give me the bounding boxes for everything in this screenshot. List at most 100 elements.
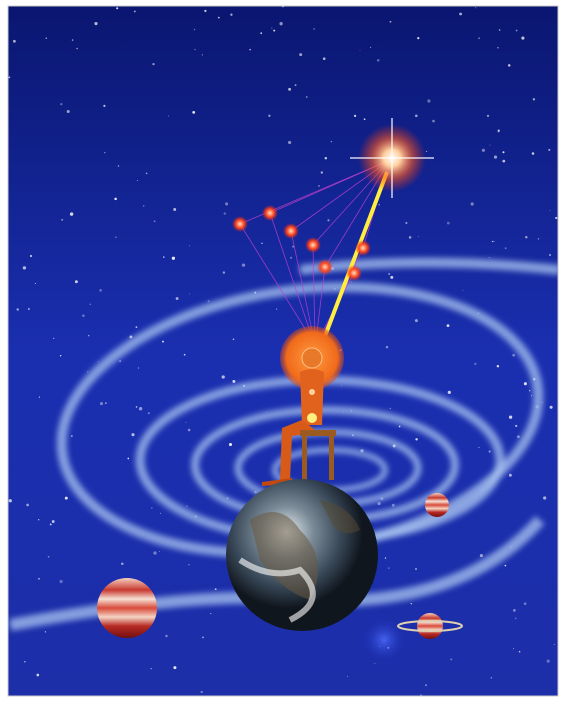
star	[299, 53, 303, 57]
star	[288, 140, 292, 145]
frame-border	[7, 5, 559, 697]
star	[432, 119, 435, 123]
continent	[250, 512, 318, 600]
star	[38, 519, 40, 521]
star	[532, 98, 536, 101]
star	[417, 36, 420, 40]
star	[514, 617, 517, 620]
continent	[320, 500, 360, 534]
star	[398, 425, 401, 428]
star	[187, 428, 191, 432]
star	[320, 171, 323, 174]
star	[517, 435, 520, 439]
star	[546, 659, 550, 663]
star	[446, 324, 450, 327]
star	[175, 297, 179, 300]
saturn-ring	[397, 620, 463, 632]
star	[241, 263, 246, 267]
orb	[355, 240, 371, 256]
star	[273, 29, 276, 32]
star	[173, 208, 177, 211]
star	[475, 7, 477, 9]
star	[87, 334, 90, 337]
star	[147, 412, 150, 415]
star	[268, 114, 271, 117]
star	[549, 210, 551, 211]
star	[470, 202, 474, 206]
star	[183, 353, 186, 356]
star	[74, 280, 78, 284]
star	[142, 205, 145, 207]
star	[378, 204, 380, 206]
star	[548, 148, 551, 151]
star	[230, 13, 233, 16]
star	[512, 648, 514, 650]
star	[71, 39, 74, 41]
star	[427, 99, 431, 103]
star	[523, 602, 527, 606]
star	[318, 184, 320, 187]
star	[59, 579, 63, 584]
star	[60, 102, 63, 106]
star	[523, 382, 527, 386]
star	[194, 48, 196, 51]
star	[507, 64, 511, 67]
star	[294, 84, 297, 86]
star	[47, 555, 50, 558]
star	[70, 435, 73, 438]
saturn	[397, 613, 463, 639]
star	[171, 256, 176, 260]
chakra	[309, 389, 315, 395]
star	[137, 367, 140, 369]
star	[478, 37, 481, 40]
star	[185, 422, 187, 423]
star	[330, 140, 333, 143]
star	[415, 568, 417, 570]
star	[410, 603, 412, 605]
torso	[300, 369, 324, 425]
star	[391, 503, 395, 507]
star	[214, 588, 217, 591]
star	[103, 104, 106, 108]
scene	[8, 6, 558, 696]
star	[490, 677, 493, 679]
stool	[300, 430, 336, 480]
star	[38, 396, 41, 398]
star	[192, 111, 196, 114]
saturn-body	[417, 613, 443, 639]
star	[498, 29, 501, 31]
star	[97, 361, 99, 363]
star	[292, 245, 295, 248]
star	[543, 496, 547, 500]
star	[322, 57, 326, 61]
orb	[346, 265, 362, 281]
star	[249, 48, 251, 51]
star	[135, 406, 138, 408]
star	[549, 254, 551, 256]
star	[553, 643, 555, 645]
star	[8, 76, 11, 79]
star	[59, 354, 62, 357]
star	[489, 144, 491, 146]
star	[537, 238, 540, 240]
star	[202, 636, 204, 639]
star	[188, 563, 190, 566]
star	[151, 507, 153, 509]
star	[127, 457, 130, 460]
star	[89, 303, 92, 305]
star	[45, 37, 48, 40]
star	[69, 212, 74, 216]
star	[290, 256, 293, 259]
star	[390, 275, 394, 279]
star	[138, 407, 143, 411]
star	[66, 109, 70, 114]
star	[347, 675, 348, 677]
earth	[226, 479, 378, 631]
orb	[232, 216, 248, 232]
star	[479, 554, 483, 558]
star	[232, 338, 235, 341]
bright-star	[350, 118, 434, 198]
star	[24, 661, 26, 663]
star	[491, 241, 493, 243]
stool-leg	[302, 436, 307, 480]
